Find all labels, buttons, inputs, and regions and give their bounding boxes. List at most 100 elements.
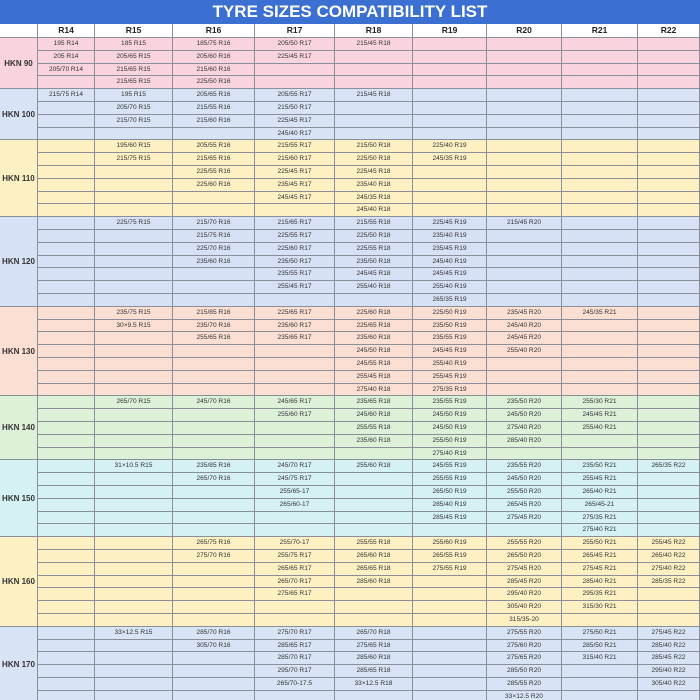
empty-cell	[638, 498, 700, 512]
empty-cell	[95, 268, 173, 282]
empty-cell	[335, 114, 413, 128]
empty-cell	[38, 294, 95, 307]
empty-cell	[38, 626, 95, 640]
empty-cell	[255, 370, 335, 384]
empty-cell	[487, 383, 562, 397]
empty-cell	[487, 178, 562, 192]
empty-cell	[562, 383, 638, 397]
empty-cell	[487, 447, 562, 461]
tyre-size: 235/65 R17	[255, 332, 335, 346]
tyre-size: 225/50 R19	[413, 306, 487, 320]
empty-cell	[255, 524, 335, 538]
empty-cell	[95, 345, 173, 358]
empty-cell	[638, 230, 700, 243]
tyre-size: 255/60 R18	[335, 460, 413, 474]
empty-cell	[38, 102, 95, 115]
empty-cell	[95, 537, 173, 550]
empty-cell	[638, 370, 700, 384]
empty-cell	[255, 204, 335, 218]
tyre-size: 245/50 R19	[413, 409, 487, 422]
empty-cell	[487, 89, 562, 102]
empty-cell	[95, 242, 173, 256]
tyre-size: 265/65 R18	[335, 562, 413, 576]
empty-cell	[638, 217, 700, 230]
empty-cell	[638, 511, 700, 525]
tyre-size: 255/55 R19	[413, 473, 487, 486]
tyre-size: 235/55 R19	[413, 332, 487, 346]
tyre-size: 245/35 R21	[562, 306, 638, 320]
empty-cell	[38, 217, 95, 230]
tyre-size: 235/45 R19	[413, 242, 487, 256]
tyre-size: 225/40 R19	[413, 140, 487, 154]
tyre-size: 185/75 R16	[173, 38, 255, 51]
empty-cell	[335, 614, 413, 627]
empty-cell	[638, 268, 700, 282]
tyre-size: 245/45 R20	[487, 332, 562, 346]
tyre-size: 205/55 R16	[173, 140, 255, 154]
tyre-size: 215/60 R17	[255, 153, 335, 166]
empty-cell	[413, 626, 487, 640]
tyre-size: 235/50 R21	[562, 460, 638, 474]
column-header: R20	[487, 24, 562, 38]
empty-cell	[335, 294, 413, 307]
tyre-size: 255/45 R18	[335, 370, 413, 384]
empty-cell	[38, 678, 95, 691]
empty-cell	[638, 242, 700, 256]
tyre-size: 225/60 R17	[255, 242, 335, 256]
tyre-size: 225/60 R18	[335, 306, 413, 320]
tyre-size: 265/35 R19	[413, 294, 487, 307]
tyre-size: 285/40 R21	[562, 575, 638, 589]
empty-cell	[562, 268, 638, 282]
tyre-size: 265/40 R22	[638, 550, 700, 563]
empty-cell	[638, 191, 700, 205]
tyre-size: 31×10.5 R15	[95, 460, 173, 474]
empty-cell	[95, 422, 173, 435]
group-label: HKN 170	[0, 626, 38, 700]
tyre-size: 245/55 R18	[335, 358, 413, 371]
empty-cell	[487, 127, 562, 141]
tyre-size: 225/45 R18	[335, 166, 413, 179]
empty-cell	[173, 652, 255, 666]
empty-cell	[95, 486, 173, 499]
empty-cell	[413, 665, 487, 678]
empty-cell	[335, 690, 413, 700]
empty-cell	[38, 396, 95, 410]
tyre-size: 255/40 R21	[562, 422, 638, 435]
empty-cell	[638, 614, 700, 627]
tyre-size: 285/40 R19	[413, 498, 487, 512]
column-header: R22	[638, 24, 700, 38]
tyre-size: 265/70 R16	[173, 473, 255, 486]
title: TYRE SIZES COMPATIBILITY LIST	[0, 0, 700, 24]
empty-cell	[38, 575, 95, 589]
tyre-size: 235/45 R20	[487, 306, 562, 320]
tyre-size: 215/75 R15	[95, 153, 173, 166]
empty-cell	[173, 294, 255, 307]
empty-cell	[413, 601, 487, 614]
empty-cell	[95, 434, 173, 448]
empty-cell	[413, 652, 487, 666]
tyre-size: 245/40 R19	[413, 255, 487, 269]
empty-cell	[38, 255, 95, 269]
empty-cell	[335, 127, 413, 141]
empty-cell	[335, 473, 413, 486]
empty-cell	[38, 511, 95, 525]
empty-cell	[255, 383, 335, 397]
empty-cell	[173, 409, 255, 422]
group-label: HKN 160	[0, 537, 38, 627]
empty-cell	[38, 153, 95, 166]
tyre-size: 215/65 R15	[95, 76, 173, 90]
empty-cell	[638, 690, 700, 700]
empty-cell	[95, 294, 173, 307]
empty-cell	[95, 665, 173, 678]
empty-cell	[255, 76, 335, 90]
tyre-size: 275/35 R21	[562, 511, 638, 525]
tyre-size: 225/45 R17	[255, 50, 335, 64]
empty-cell	[562, 204, 638, 218]
group-label: HKN 90	[0, 38, 38, 90]
tyre-size: 235/75 R15	[95, 306, 173, 320]
empty-cell	[487, 191, 562, 205]
empty-cell	[487, 76, 562, 90]
tyre-size: 255/40 R18	[335, 281, 413, 294]
tyre-size: 215/45 R20	[487, 217, 562, 230]
